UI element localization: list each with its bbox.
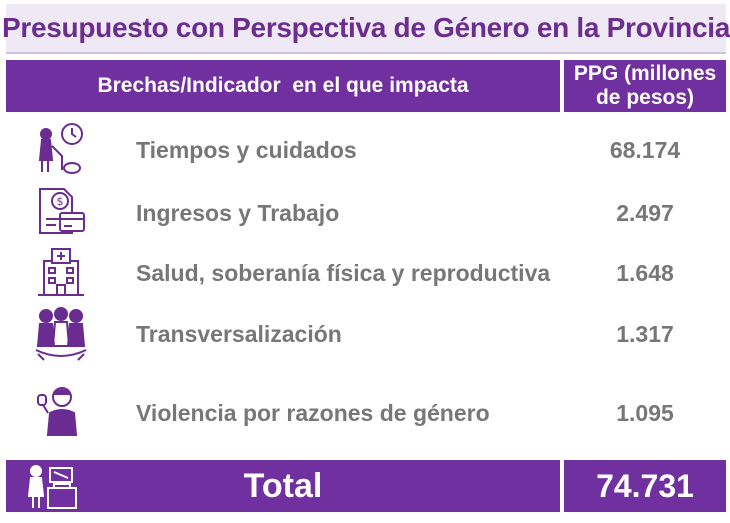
table-row: Transversalización 1.317	[0, 304, 730, 364]
header-ppg-line2: de pesos)	[595, 86, 695, 109]
row-label: Transversalización	[136, 320, 342, 347]
money-document-icon: $	[32, 183, 90, 241]
total-value: 74.731	[596, 467, 694, 504]
voting-women-icon	[24, 462, 80, 512]
row-value: 68.174	[609, 136, 681, 163]
row-label: Ingresos y Trabajo	[136, 199, 340, 226]
header-brechas: Brechas/Indicador en el que impacta	[6, 60, 560, 112]
table-row: Violencia por razones de género 1.095	[0, 383, 730, 443]
total-row-label-cell: Total	[6, 460, 560, 512]
header-ppg-line1: PPG (millones	[573, 62, 717, 85]
woman-stop-icon	[32, 383, 90, 441]
header-ppg: PPG (millones de pesos)	[564, 60, 726, 112]
page-title: Presupuesto con Perspectiva de Género en…	[2, 12, 730, 43]
row-label: Salud, soberanía física y reproductiva	[136, 259, 551, 286]
title-bar: Presupuesto con Perspectiva de Género en…	[2, 4, 730, 54]
row-value: 1.648	[616, 259, 674, 286]
caregiver-clock-icon	[32, 120, 90, 178]
row-label: Tiempos y cuidados	[136, 136, 357, 163]
svg-text:$: $	[57, 195, 64, 208]
row-value: 1.317	[616, 320, 674, 347]
row-label: Violencia por razones de género	[136, 399, 490, 426]
table-row: Salud, soberanía física y reproductiva 1…	[0, 243, 730, 303]
women-group-icon	[32, 304, 90, 362]
table-row: $ Ingresos y Trabajo 2.497	[0, 183, 730, 243]
total-row-value-cell: 74.731	[564, 460, 726, 512]
row-value: 1.095	[616, 399, 674, 426]
row-value: 2.497	[616, 199, 674, 226]
header-brechas-label: Brechas/Indicador en el que impacta	[97, 74, 469, 97]
hospital-icon	[32, 243, 90, 301]
table-row: Tiempos y cuidados 68.174	[0, 120, 730, 180]
total-label: Total	[243, 466, 323, 505]
